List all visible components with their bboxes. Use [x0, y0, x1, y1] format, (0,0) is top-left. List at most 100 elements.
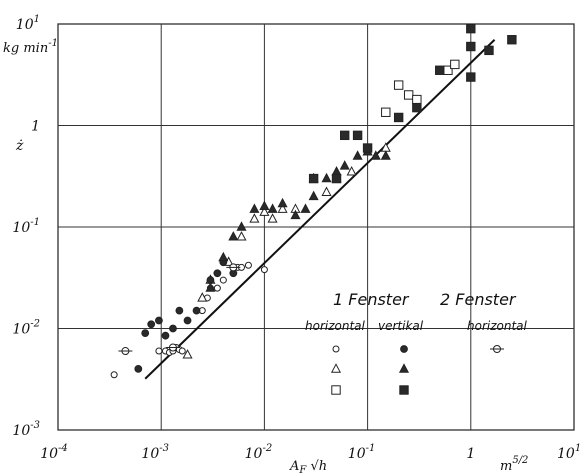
- grid: [57, 23, 575, 431]
- data-point-square-filled: [362, 143, 373, 153]
- data-point-square-open: [412, 94, 422, 105]
- data-point-triangle-filled: [300, 203, 311, 213]
- data-point-square-open: [393, 80, 404, 90]
- data-point-triangle-open: [277, 203, 288, 213]
- data-point-triangle-filled: [339, 160, 350, 170]
- y-axis-label: kg min-1 ż: [3, 38, 58, 154]
- data-point-circle-filled: [192, 306, 201, 315]
- data-point-circle-open: [178, 347, 186, 355]
- data-point-square-filled: [308, 173, 319, 184]
- x-axis-unit: m5/2: [500, 455, 528, 473]
- data-point-circle-open: [213, 284, 221, 292]
- data-point-triangle-filled: [267, 203, 278, 213]
- data-point-circle-filled: [141, 329, 150, 338]
- y-axis-unit-exp: -1: [48, 38, 58, 49]
- data-point-circle-bar: [226, 263, 241, 272]
- data-point-square-filled: [393, 112, 404, 123]
- data-point-circle-bar: [118, 347, 133, 356]
- data-point-triangle-filled: [321, 172, 332, 183]
- data-point-circle-open: [244, 261, 252, 269]
- legend-col-vertikal: vertikal: [378, 319, 424, 333]
- data-point-triangle-filled: [259, 200, 270, 210]
- data-point-square-filled: [340, 130, 350, 141]
- legend-marker-square-open: [331, 385, 341, 395]
- data-point-square-filled: [484, 45, 494, 56]
- data-point-square-filled: [435, 65, 445, 75]
- legend-markers: [330, 345, 504, 395]
- legend-col-2-horizontal: horizontal: [467, 319, 528, 333]
- x-tick-label: 10-2: [245, 443, 273, 462]
- data-point-square-open: [381, 107, 391, 117]
- y-axis-unit: kg min-1: [3, 38, 58, 56]
- data-point-square-filled: [466, 72, 476, 82]
- fit-line: [144, 39, 496, 380]
- data-point-triangle-filled: [249, 203, 260, 213]
- data-point-square-open: [403, 90, 414, 100]
- y-tick-label: 1: [31, 119, 40, 135]
- data-point-triangle-open: [197, 292, 208, 302]
- data-point-triangle-open: [259, 206, 270, 216]
- data-point-triangle-filled: [308, 190, 319, 201]
- data-point-square-filled: [352, 130, 363, 141]
- legend: 1 Fenster 2 Fenster horizontal vertikal …: [305, 290, 528, 395]
- data-point-triangle-open: [321, 186, 332, 196]
- data-point-square-filled: [466, 41, 476, 52]
- data-point-square-filled: [412, 102, 422, 113]
- data-point-triangle-filled: [370, 150, 381, 160]
- data-point-circle-filled: [155, 316, 163, 325]
- data-point-triangle-filled: [228, 231, 239, 241]
- legend-marker-triangle-filled: [398, 363, 410, 373]
- data-point-triangle-filled: [331, 166, 342, 176]
- legend-group2-title: 2 Fenster: [440, 290, 517, 309]
- legend-group1-title: 1 Fenster: [333, 290, 410, 309]
- data-point-triangle-filled: [380, 150, 391, 160]
- data-point-circle-open: [155, 347, 163, 355]
- y-tick-label: 10-3: [12, 420, 40, 439]
- x-axis-title: AF √h: [289, 459, 327, 473]
- data-point-triangle-filled: [290, 209, 301, 220]
- data-point-triangle-filled: [352, 150, 363, 160]
- data-point-square-filled: [507, 35, 517, 45]
- data-point-triangle-open: [182, 349, 193, 359]
- x-tick-label: 10-4: [40, 443, 68, 462]
- legend-col-horizontal: horizontal: [305, 319, 366, 333]
- data-point-triangle-filled: [205, 282, 216, 292]
- data-point-circle-filled: [147, 320, 156, 329]
- data-point-triangle-filled: [236, 221, 247, 231]
- data-point-circle-open: [260, 266, 268, 274]
- data-point-circle-open: [110, 371, 118, 379]
- data-point-triangle-filled: [277, 197, 288, 208]
- data-point-circle-bar: [165, 343, 180, 352]
- data-point-circle-filled: [169, 324, 177, 333]
- data-point-square-open: [450, 59, 460, 70]
- y-axis-unit-base: kg min: [3, 41, 48, 56]
- data-point-triangle-open: [236, 231, 247, 241]
- y-tick-label: 101: [16, 14, 40, 33]
- data-point-circle-open: [219, 276, 227, 284]
- legend-marker-triangle-open: [330, 363, 342, 373]
- x-tick-label: 10-1: [348, 443, 376, 462]
- data-point-circle-filled: [161, 331, 170, 340]
- y-tick-label: 10-1: [12, 217, 40, 236]
- legend-marker-circle-bar: [490, 345, 504, 353]
- data-point-circle-filled: [183, 316, 192, 325]
- data-point-triangle-open: [249, 213, 260, 223]
- legend-marker-circle-open: [332, 345, 340, 353]
- data-point-circle-filled: [134, 364, 143, 373]
- fit-line-group: [144, 39, 496, 380]
- data-points: [110, 23, 517, 379]
- x-tick-label: 10-3: [141, 443, 169, 462]
- data-point-circle-filled: [175, 306, 184, 315]
- y-tick-label: 10-2: [12, 319, 40, 338]
- x-tick-label: 101: [557, 443, 581, 462]
- data-point-circle-filled: [213, 269, 222, 278]
- data-point-triangle-filled: [218, 251, 229, 262]
- legend-marker-circle-filled: [400, 345, 408, 353]
- data-point-triangle-open: [267, 213, 278, 223]
- data-point-square-filled: [331, 173, 342, 184]
- x-tick-label: 1: [466, 446, 475, 462]
- y-axis-title: ż: [15, 138, 24, 154]
- legend-marker-square-filled: [399, 385, 409, 395]
